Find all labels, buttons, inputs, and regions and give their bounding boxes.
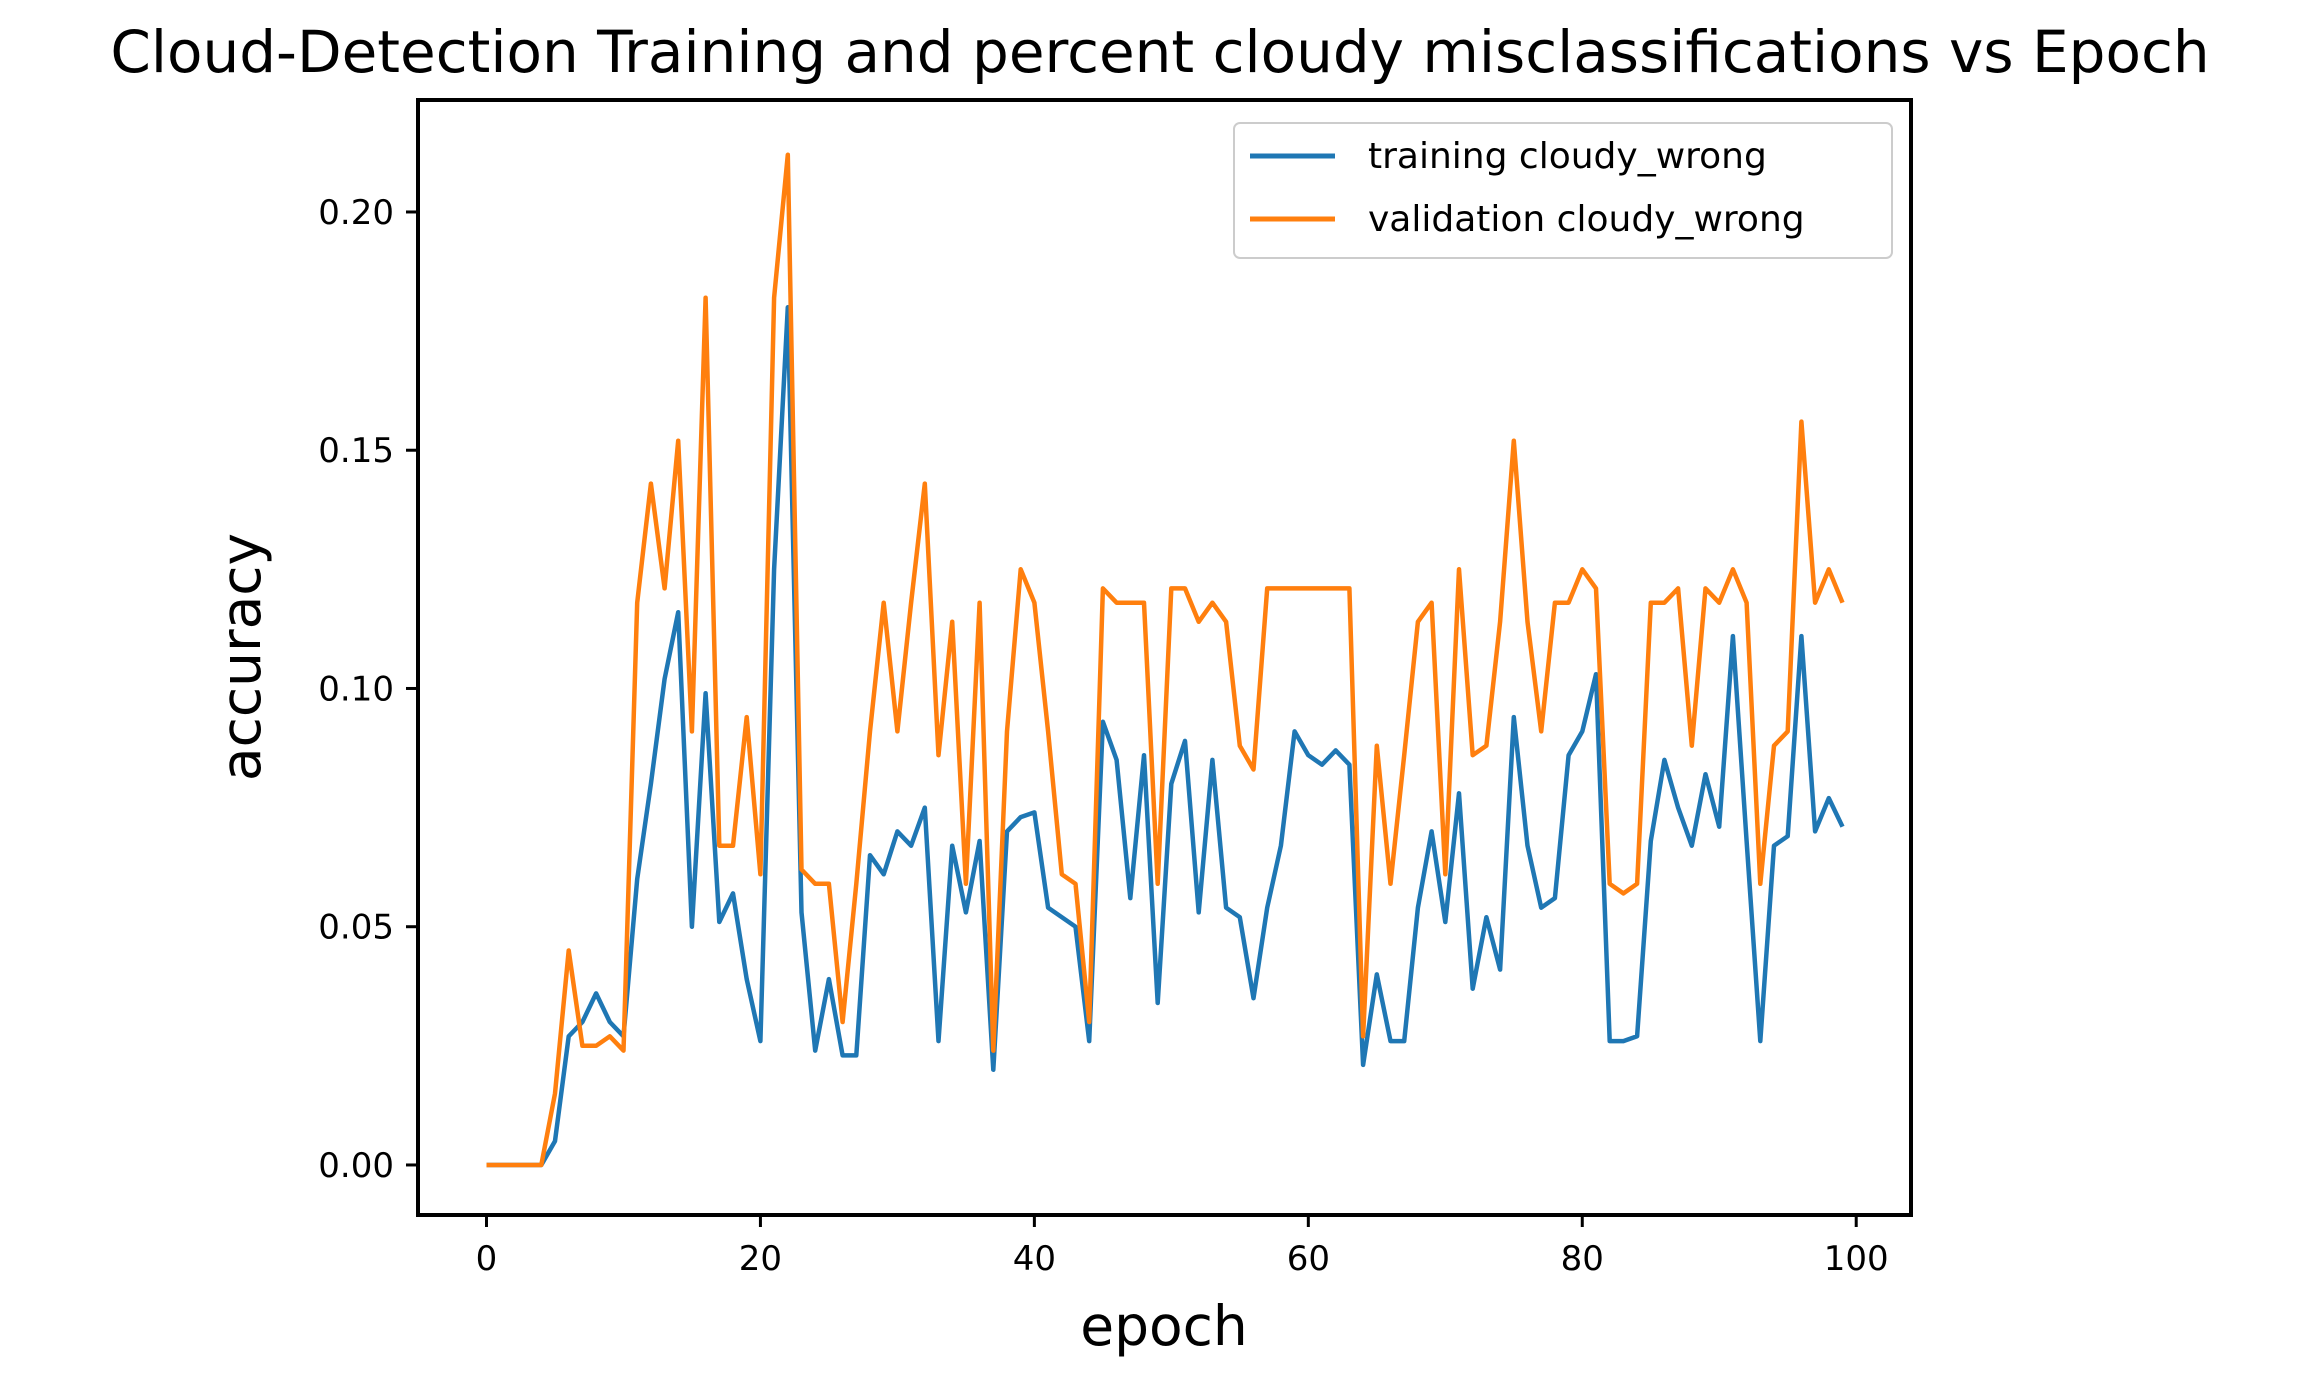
y-tick-label: 0.00 [318, 1146, 394, 1186]
x-tick-label: 80 [1561, 1239, 1604, 1279]
y-tick-label: 0.20 [318, 193, 394, 233]
chart-title: Cloud-Detection Training and percent clo… [110, 18, 2209, 86]
plot-lines [486, 152, 1845, 1168]
y-axis: 0.00 0.05 0.10 0.15 0.20 [318, 193, 418, 1186]
series-line-validation [486, 152, 1845, 1168]
x-tick-label: 60 [1287, 1239, 1330, 1279]
x-tick-label: 20 [739, 1239, 782, 1279]
y-axis-label: accuracy [209, 533, 273, 781]
y-tick-label: 0.15 [318, 431, 394, 471]
y-tick-label: 0.10 [318, 669, 394, 709]
x-axis-label: epoch [1080, 1294, 1248, 1358]
legend-box [1233, 122, 1893, 259]
legend-label-training: training cloudy_wrong [1368, 136, 1767, 177]
x-axis: 0 20 40 60 80 100 [476, 1215, 1889, 1279]
y-tick-label: 0.05 [318, 908, 394, 948]
x-tick-label: 0 [476, 1239, 498, 1279]
series-line-training [486, 305, 1845, 1168]
legend-label-validation: validation cloudy_wrong [1368, 199, 1805, 240]
x-tick-label: 100 [1824, 1239, 1889, 1279]
plot-frame [416, 98, 1913, 1217]
x-tick-label: 40 [1013, 1239, 1056, 1279]
legend: training cloudy_wrong validation cloudy_… [1233, 122, 1893, 259]
